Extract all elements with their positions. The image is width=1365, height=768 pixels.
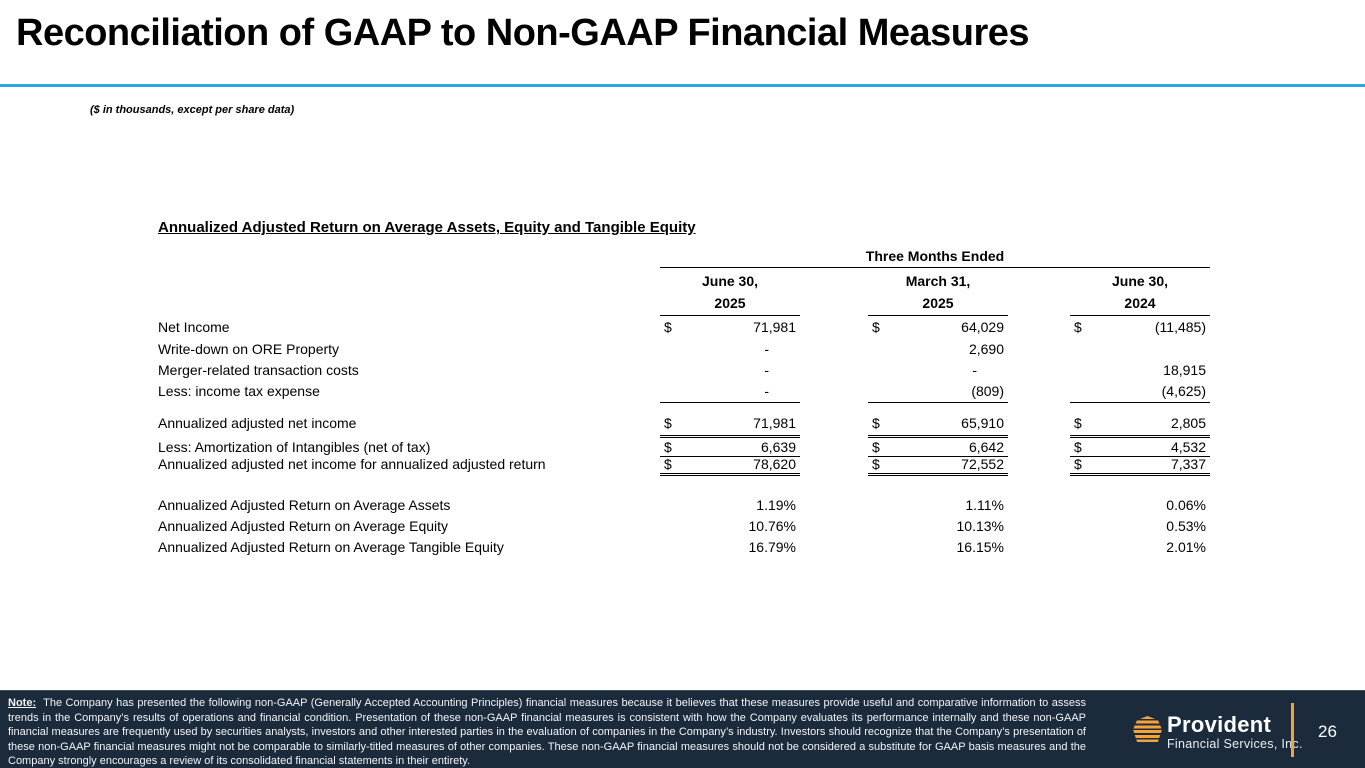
table-cell: $65,910: [868, 412, 1008, 438]
note-text: The Company has presented the following …: [8, 697, 1086, 768]
table-cell: $ (11,485): [1074, 319, 1206, 335]
column-header: June 30, 2024: [1070, 268, 1210, 316]
provident-logo: Provident Financial Services, Inc.: [1133, 713, 1303, 751]
row-label: Annualized Adjusted Return on Average Ta…: [158, 539, 504, 555]
table-cell: $7,337: [1070, 456, 1210, 476]
table-cell: $64,029: [872, 319, 1004, 335]
row-label: Annualized Adjusted Return on Average As…: [158, 497, 451, 513]
table-cell: 0.06%: [1166, 497, 1206, 513]
row-label: Write-down on ORE Property: [158, 341, 340, 357]
beehive-icon: [1133, 716, 1162, 742]
units-note: ($ in thousands, except per share data): [90, 104, 295, 116]
table-row: Annualized Adjusted Return on Average As…: [158, 495, 1210, 516]
table-cell: $2,805: [1070, 412, 1210, 438]
table-cell: 2,690: [968, 341, 1004, 357]
footnote: Note: The Company has presented the follo…: [8, 696, 1086, 768]
group-header-row: Three Months Ended: [158, 248, 1210, 268]
table-cell: -: [764, 341, 769, 357]
table-cell: $4,532: [1070, 439, 1210, 457]
logo-text: Provident Financial Services, Inc.: [1167, 712, 1303, 752]
row-label: Annualized Adjusted Return on Average Eq…: [158, 518, 449, 534]
column-header: June 30, 2025: [660, 268, 800, 316]
note-label: Note:: [8, 697, 37, 709]
row-label: Annualized adjusted net income: [158, 415, 357, 431]
table-cell: 0.53%: [1166, 518, 1206, 534]
table-row: Annualized Adjusted Return on Average Ta…: [158, 537, 1210, 558]
logo-subtitle: Financial Services, Inc.: [1167, 737, 1303, 751]
table-row: Merger-related transaction costs - - 18,…: [158, 360, 1210, 381]
table-cell: $71,981: [660, 412, 800, 438]
table-cell: $72,552: [868, 456, 1008, 476]
row-label: Merger-related transaction costs: [158, 362, 359, 378]
table-cell: 10.76%: [748, 518, 796, 534]
table-cell: 2.01%: [1166, 539, 1206, 555]
table-cell: $6,642: [868, 439, 1008, 457]
table-section-heading: Annualized Adjusted Return on Average As…: [158, 219, 696, 236]
row-label: Net Income: [158, 319, 230, 335]
title-accent-rule: [0, 84, 1365, 87]
table-cell: 16.15%: [956, 539, 1004, 555]
table-cell: 18,915: [1163, 362, 1206, 378]
table-row: Net Income $71,981 $64,029 $ (11,485): [158, 316, 1210, 339]
row-label: Less: Amortization of Intangibles (net o…: [158, 439, 431, 455]
table-row: Less: Amortization of Intangibles (net o…: [158, 439, 1210, 457]
row-label: Less: income tax expense: [158, 383, 320, 399]
column-header: March 31, 2025: [868, 268, 1008, 316]
footer-separator: [1291, 703, 1294, 757]
column-header-row: June 30, 2025 March 31, 2025 June 30, 20…: [158, 268, 1210, 316]
table-cell: (4,625): [1070, 381, 1210, 403]
table-cell: -: [972, 362, 977, 378]
table-cell: [1070, 339, 1210, 360]
table-row: Less: income tax expense - (809) (4,625): [158, 381, 1210, 403]
table-cell: -: [764, 362, 769, 378]
table-cell: 1.19%: [756, 497, 796, 513]
table-row: Annualized adjusted net income for annua…: [158, 456, 1210, 476]
table-cell: (809): [868, 381, 1008, 403]
table-cell: 1.11%: [965, 497, 1004, 513]
table-cell: 16.79%: [748, 539, 796, 555]
group-header: Three Months Ended: [660, 248, 1210, 268]
reconciliation-table: Annualized Adjusted Return on Average As…: [158, 219, 1210, 558]
table-row: Annualized adjusted net income $71,981 $…: [158, 412, 1210, 438]
page-number: 26: [1318, 722, 1337, 741]
logo-name: Provident: [1167, 712, 1272, 737]
row-label: Annualized adjusted net income for annua…: [158, 456, 546, 472]
table-cell: -: [660, 381, 800, 403]
table-cell: $6,639: [660, 439, 800, 457]
table-cell: $71,981: [664, 319, 796, 335]
table-cell: 10.13%: [956, 518, 1004, 534]
table-cell: $78,620: [660, 456, 800, 476]
table-row: Write-down on ORE Property - 2,690: [158, 339, 1210, 360]
table-row: Annualized Adjusted Return on Average Eq…: [158, 516, 1210, 537]
slide-title: Reconciliation of GAAP to Non-GAAP Finan…: [16, 12, 1030, 54]
